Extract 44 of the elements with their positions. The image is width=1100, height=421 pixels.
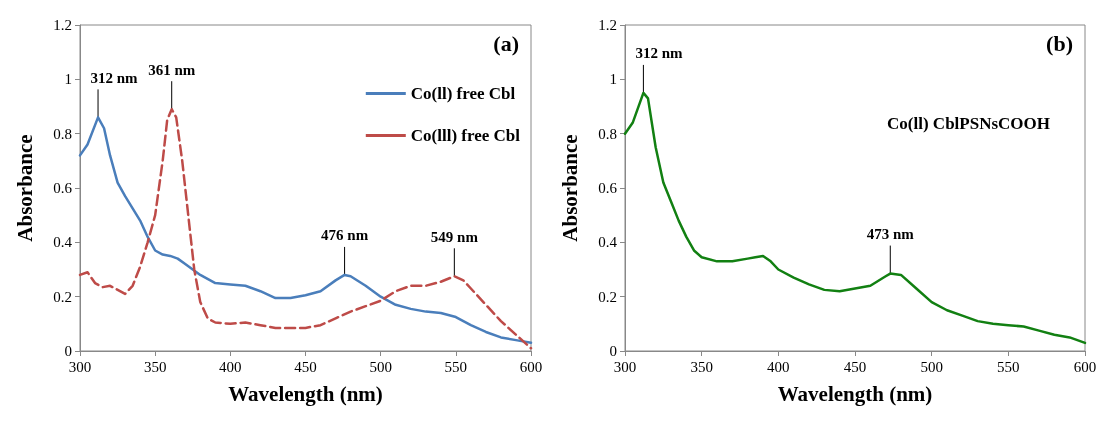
line-series [623, 91, 1087, 345]
y-tick-label: 0 [609, 343, 617, 359]
y-tick-label: 0.2 [53, 288, 72, 305]
y-tick-label: 0.8 [598, 125, 617, 142]
x-tick-label: 600 [1073, 358, 1097, 375]
legend-label: Co(ll) free Cbl [410, 84, 516, 103]
annotation: 312 nm [635, 45, 684, 62]
y-tick-label: 1.2 [598, 17, 617, 33]
annotation: 473 nm [866, 226, 915, 243]
x-tick-label: 450 [294, 358, 317, 375]
annotation: 549 nm [430, 228, 479, 245]
y-tick-label: 1 [609, 71, 617, 88]
y-tick-label: 1 [64, 71, 72, 88]
annotation: Co(ll) CblPSNsCOOH [887, 113, 1050, 133]
annotation: (a) [493, 30, 519, 56]
y-tick-label: 0.8 [53, 125, 72, 142]
x-tick-label: 350 [690, 358, 713, 375]
y-tick-label: 0.6 [598, 180, 618, 196]
y-axis-title: Absorbance [557, 134, 582, 242]
y-tick-label: 0.2 [598, 288, 617, 305]
x-axis-title: Wavelength (nm) [777, 381, 933, 406]
legend-label: Co(lll) free Cbl [410, 126, 521, 145]
x-tick-label: 300 [613, 358, 637, 375]
y-tick-label: 0.4 [53, 234, 73, 251]
y-tick-label: 1.2 [53, 17, 72, 33]
x-tick-label: 550 [997, 358, 1020, 375]
x-axis-title: Wavelength (nm) [228, 381, 383, 406]
x-tick-label: 450 [843, 358, 867, 375]
y-tick-label: 0.6 [53, 180, 73, 196]
annotation: 476 nm [321, 227, 369, 244]
y-axis-title: Absorbance [12, 134, 37, 242]
y-tick-label: 0.4 [598, 234, 618, 251]
y-tick-label: 0 [64, 343, 72, 359]
x-tick-label: 600 [519, 358, 543, 375]
x-tick-label: 400 [219, 358, 242, 375]
annotation: 361 nm [148, 61, 196, 78]
x-tick-label: 400 [767, 358, 790, 375]
x-tick-label: 300 [68, 358, 92, 375]
x-tick-label: 550 [444, 358, 468, 375]
annotation: (b) [1046, 30, 1073, 56]
x-tick-label: 500 [369, 358, 392, 375]
x-tick-label: 500 [920, 358, 943, 375]
annotation: 312 nm [90, 69, 139, 86]
x-tick-label: 350 [143, 358, 167, 375]
